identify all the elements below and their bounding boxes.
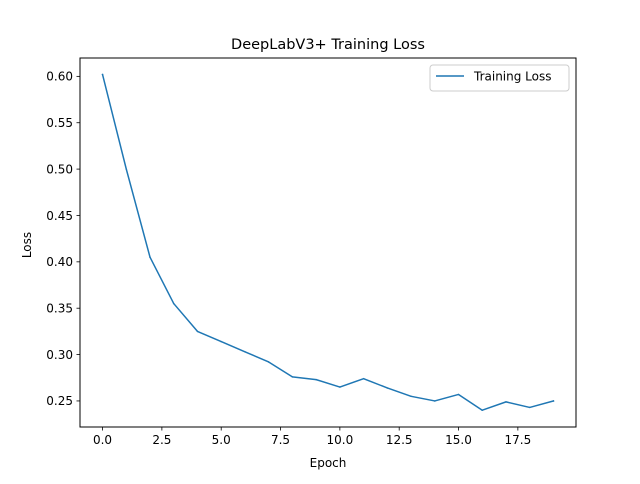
y-tick-label: 0.45 <box>46 209 73 223</box>
data-point <box>220 340 222 343</box>
x-tick-label: 10.0 <box>327 433 354 447</box>
x-tick-label: 5.0 <box>212 433 231 447</box>
x-tick-label: 7.5 <box>271 433 290 447</box>
y-tick-label: 0.40 <box>46 255 73 269</box>
y-axis-ticks: 0.25 0.30 0.35 0.40 0.45 0.50 0.55 0.60 <box>46 70 80 408</box>
data-point <box>481 409 484 411</box>
legend-box <box>429 64 570 92</box>
data-point <box>267 361 270 363</box>
data-point <box>528 406 531 409</box>
data-point <box>386 387 389 389</box>
chart-title: DeepLabV3+ Training Loss <box>231 37 425 53</box>
y-tick-label: 0.50 <box>46 162 73 176</box>
x-axis-ticks: 0.0 2.5 5.0 7.5 10.0 12.5 15.0 17.5 <box>93 427 531 447</box>
legend-label-training-loss: Training Loss <box>473 70 551 84</box>
data-point <box>196 330 199 333</box>
data-point <box>457 393 460 396</box>
data-point <box>362 377 365 380</box>
data-point <box>125 168 128 170</box>
data-point <box>244 351 246 353</box>
y-tick-label: 0.25 <box>46 394 73 408</box>
series-line-0 <box>101 73 555 411</box>
x-tick-label: 0.0 <box>93 433 112 447</box>
data-point <box>339 386 341 388</box>
plot-area-frame <box>79 57 577 428</box>
legend: Training Loss <box>429 64 570 92</box>
x-tick-label: 2.5 <box>152 433 171 447</box>
data-point <box>172 302 175 305</box>
data-point <box>149 256 151 258</box>
data-point <box>101 73 104 76</box>
y-tick-label: 0.35 <box>46 302 73 316</box>
x-tick-label: 17.5 <box>504 433 531 447</box>
data-point <box>291 376 294 378</box>
y-tick-label: 0.60 <box>46 70 73 84</box>
data-point <box>315 378 317 381</box>
data-point <box>410 395 412 398</box>
data-point <box>552 400 555 402</box>
plot-lines <box>101 73 555 411</box>
x-axis-label: Epoch <box>310 456 347 470</box>
x-tick-label: 12.5 <box>386 433 413 447</box>
y-tick-label: 0.30 <box>46 348 73 362</box>
y-axis-label: Loss <box>20 232 34 258</box>
x-tick-label: 15.0 <box>445 433 472 447</box>
data-point <box>505 401 507 403</box>
y-tick-label: 0.55 <box>46 116 73 130</box>
data-point <box>434 400 436 402</box>
